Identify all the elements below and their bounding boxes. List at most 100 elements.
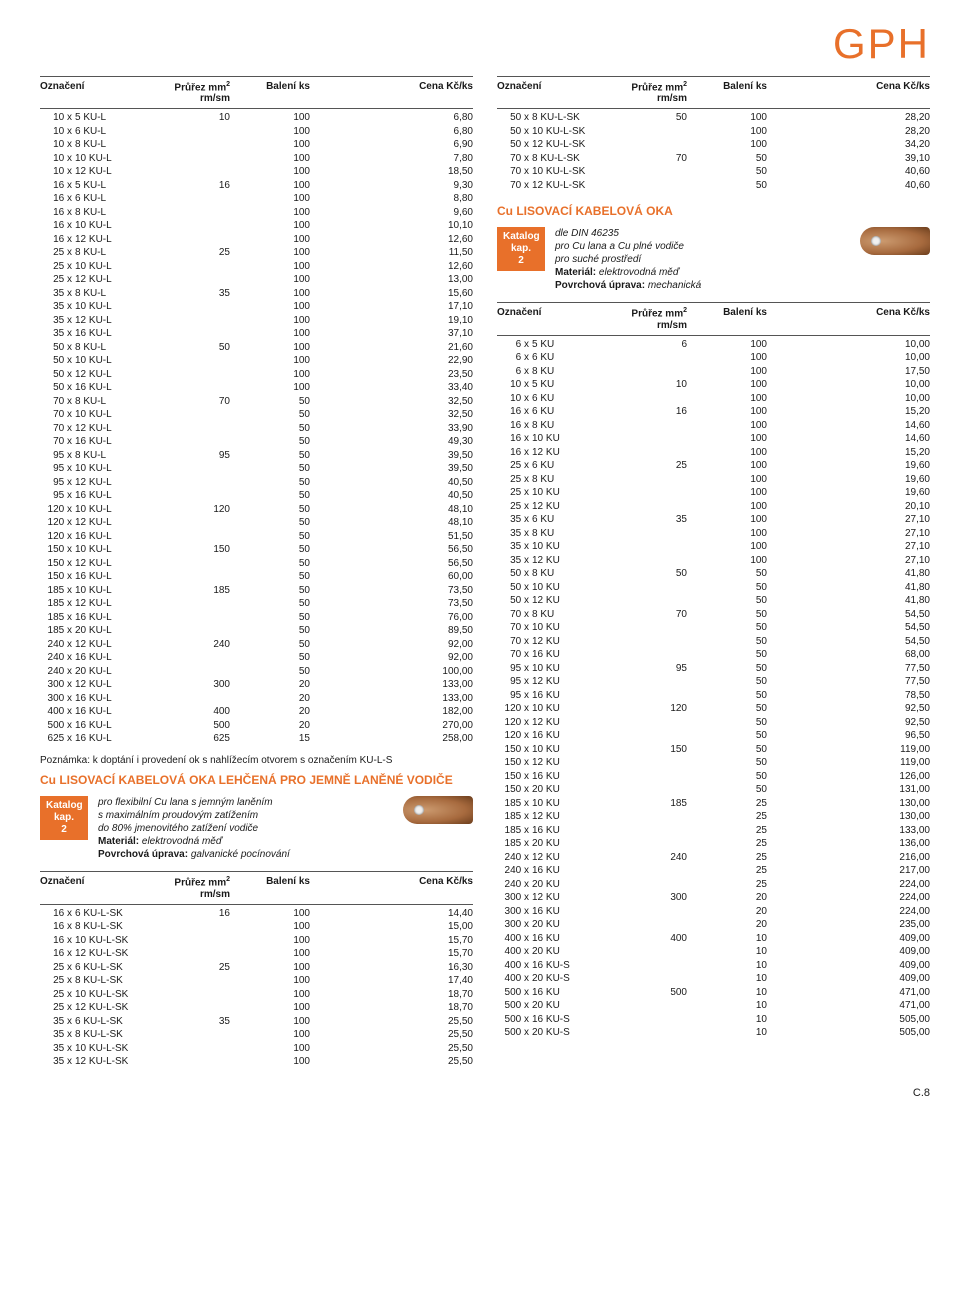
table-row: 16 x8 KU-L-SK10015,00 — [40, 920, 473, 934]
table-row: 35 x10 KU10027,10 — [497, 540, 930, 554]
table-row: 150 x12 KU50119,00 — [497, 756, 930, 770]
col-prurez: Průřez mm2rm/sm — [150, 81, 230, 104]
table-row: 400 x16 KU-L40020182,00 — [40, 705, 473, 719]
table-row: 70 x10 KU-L5032,50 — [40, 408, 473, 422]
left-column: Označení Průřez mm2rm/sm Balení ks Cena … — [40, 76, 473, 1069]
table-row: 50 x16 KU-L10033,40 — [40, 381, 473, 395]
table-row: 120 x16 KU-L5051,50 — [40, 530, 473, 544]
table-row: 25 x12 KU-L-SK10018,70 — [40, 1001, 473, 1015]
table-row: 16 x12 KU-L-SK10015,70 — [40, 947, 473, 961]
col-prurez: Průřez mm2rm/sm — [150, 876, 230, 899]
table-row: 95 x16 KU5078,50 — [497, 689, 930, 703]
table-row: 35 x12 KU10027,10 — [497, 554, 930, 568]
table-row: 70 x16 KU5068,00 — [497, 648, 930, 662]
table-row: 500 x20 KU-S10505,00 — [497, 1026, 930, 1040]
table-row: 95 x16 KU-L5040,50 — [40, 489, 473, 503]
info-block: Katalog kap. 2 pro flexibilní Cu lana s … — [40, 796, 473, 861]
col-oznaceni: Označení — [497, 81, 607, 104]
table-row: 120 x10 KU-L1205048,10 — [40, 503, 473, 517]
table-row: 10 x12 KU-L10018,50 — [40, 165, 473, 179]
table-header: Označení Průřez mm2rm/sm Balení ks Cena … — [497, 302, 930, 335]
table-row: 6 x6 KU10010,00 — [497, 351, 930, 365]
table-row: 35 x10 KU-L-SK10025,50 — [40, 1042, 473, 1056]
lug-image — [860, 227, 930, 255]
page-number: C.8 — [40, 1087, 930, 1099]
table-row: 25 x10 KU10019,60 — [497, 486, 930, 500]
table-row: 120 x10 KU1205092,50 — [497, 702, 930, 716]
table-row: 150 x10 KU15050119,00 — [497, 743, 930, 757]
table-row: 25 x12 KU10020,10 — [497, 500, 930, 514]
table-row: 16 x8 KU10014,60 — [497, 419, 930, 433]
table-row: 95 x12 KU-L5040,50 — [40, 476, 473, 490]
table-row: 400 x16 KU40010409,00 — [497, 932, 930, 946]
table-row: 70 x8 KU705054,50 — [497, 608, 930, 622]
table-row: 70 x10 KU-L-SK5040,60 — [497, 165, 930, 179]
table-row: 25 x12 KU-L10013,00 — [40, 273, 473, 287]
table-row: 25 x10 KU-L10012,60 — [40, 260, 473, 274]
table-row: 240 x16 KU25217,00 — [497, 864, 930, 878]
info-block: Katalog kap. 2 dle DIN 46235pro Cu lana … — [497, 227, 930, 292]
table-row: 185 x10 KU18525130,00 — [497, 797, 930, 811]
table-row: 16 x10 KU10014,60 — [497, 432, 930, 446]
table-row: 185 x16 KU-L5076,00 — [40, 611, 473, 625]
table-row: 16 x12 KU10015,20 — [497, 446, 930, 460]
table-row: 16 x6 KU1610015,20 — [497, 405, 930, 419]
table-row: 240 x20 KU-L50100,00 — [40, 665, 473, 679]
table-row: 300 x12 KU30020224,00 — [497, 891, 930, 905]
table-row: 35 x8 KU-L3510015,60 — [40, 287, 473, 301]
col-oznaceni: Označení — [40, 81, 150, 104]
info-text: dle DIN 46235pro Cu lana a Cu plné vodič… — [555, 227, 850, 292]
table-row: 500 x20 KU10471,00 — [497, 999, 930, 1013]
table-body: 6 x5 KU610010,006 x6 KU10010,006 x8 KU10… — [497, 338, 930, 1040]
table-row: 95 x8 KU-L955039,50 — [40, 449, 473, 463]
table-row: 50 x12 KU5041,80 — [497, 594, 930, 608]
col-cena: Cena Kč/ks — [767, 81, 930, 104]
table-row: 10 x8 KU-L1006,90 — [40, 138, 473, 152]
table-row: 50 x10 KU5041,80 — [497, 581, 930, 595]
table-row: 185 x12 KU-L5073,50 — [40, 597, 473, 611]
katalog-line: 2 — [518, 255, 524, 266]
table-row: 300 x20 KU20235,00 — [497, 918, 930, 932]
lug-image — [403, 796, 473, 824]
table-body: 10 x5 KU-L101006,8010 x6 KU-L1006,8010 x… — [40, 111, 473, 746]
table-row: 300 x16 KU-L20133,00 — [40, 692, 473, 706]
table-row: 185 x20 KU25136,00 — [497, 837, 930, 851]
brand-logo: GPH — [40, 20, 930, 68]
table-row: 16 x6 KU-L1008,80 — [40, 192, 473, 206]
col-prurez: Průřez mm2rm/sm — [607, 307, 687, 330]
table-row: 400 x20 KU-S10409,00 — [497, 972, 930, 986]
table-row: 70 x12 KU5054,50 — [497, 635, 930, 649]
table-row: 150 x16 KU50126,00 — [497, 770, 930, 784]
table-row: 120 x12 KU5092,50 — [497, 716, 930, 730]
table-row: 50 x8 KU505041,80 — [497, 567, 930, 581]
table-row: 25 x10 KU-L-SK10018,70 — [40, 988, 473, 1002]
section-title: Cu LISOVACÍ KABELOVÁ OKA LEHČENÁ PRO JEM… — [40, 773, 473, 788]
table-row: 500 x16 KU-S10505,00 — [497, 1013, 930, 1027]
table-row: 50 x10 KU-L10022,90 — [40, 354, 473, 368]
table-row: 16 x8 KU-L1009,60 — [40, 206, 473, 220]
table-row: 50 x10 KU-L-SK10028,20 — [497, 125, 930, 139]
table-row: 240 x16 KU-L5092,00 — [40, 651, 473, 665]
table-row: 70 x12 KU-L-SK5040,60 — [497, 179, 930, 193]
table-row: 70 x8 KU-L-SK705039,10 — [497, 152, 930, 166]
table-row: 16 x6 KU-L-SK1610014,40 — [40, 907, 473, 921]
table-body: 50 x8 KU-L-SK5010028,2050 x10 KU-L-SK100… — [497, 111, 930, 192]
table-row: 185 x20 KU-L5089,50 — [40, 624, 473, 638]
table-row: 185 x12 KU25130,00 — [497, 810, 930, 824]
table-row: 500 x16 KU50010471,00 — [497, 986, 930, 1000]
table-row: 25 x6 KU-L-SK2510016,30 — [40, 961, 473, 975]
table-row: 120 x12 KU-L5048,10 — [40, 516, 473, 530]
table-row: 10 x10 KU-L1007,80 — [40, 152, 473, 166]
table-row: 35 x8 KU-L-SK10025,50 — [40, 1028, 473, 1042]
table-row: 35 x6 KU-L-SK3510025,50 — [40, 1015, 473, 1029]
table-row: 120 x16 KU5096,50 — [497, 729, 930, 743]
info-text: pro flexibilní Cu lana s jemným laněníms… — [98, 796, 393, 861]
table-row: 70 x8 KU-L705032,50 — [40, 395, 473, 409]
table-row: 95 x10 KU955077,50 — [497, 662, 930, 676]
table-row: 25 x8 KU10019,60 — [497, 473, 930, 487]
katalog-line: 2 — [61, 824, 67, 835]
col-prurez: Průřez mm2rm/sm — [607, 81, 687, 104]
table-row: 50 x12 KU-L-SK10034,20 — [497, 138, 930, 152]
table-header: Označení Průřez mm2rm/sm Balení ks Cena … — [497, 76, 930, 109]
section-title: Cu LISOVACÍ KABELOVÁ OKA — [497, 204, 930, 219]
